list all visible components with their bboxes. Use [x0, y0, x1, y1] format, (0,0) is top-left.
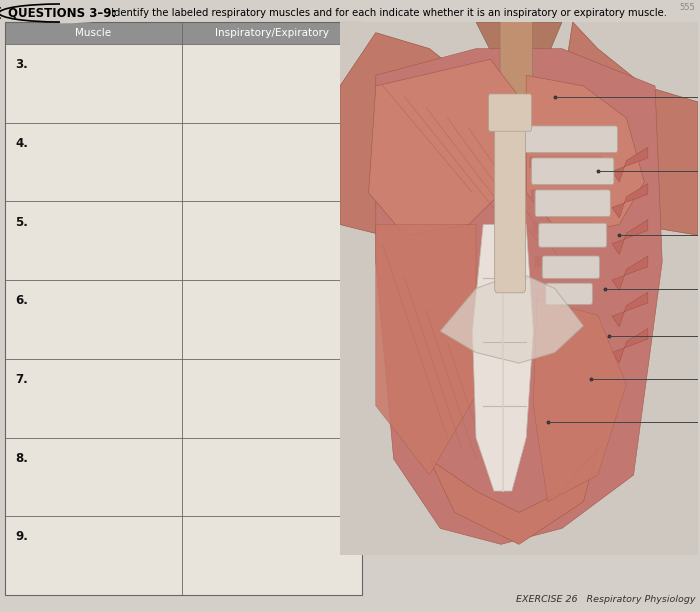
FancyBboxPatch shape: [546, 283, 592, 305]
Text: 9.: 9.: [15, 531, 28, 543]
Polygon shape: [612, 293, 648, 327]
Polygon shape: [376, 225, 476, 475]
FancyBboxPatch shape: [533, 222, 595, 234]
Text: 4.: 4.: [15, 137, 28, 150]
Polygon shape: [612, 184, 648, 218]
FancyBboxPatch shape: [536, 288, 588, 300]
Polygon shape: [612, 220, 648, 255]
Polygon shape: [376, 48, 662, 544]
Polygon shape: [612, 147, 648, 182]
Polygon shape: [340, 32, 476, 235]
Polygon shape: [526, 75, 644, 235]
FancyBboxPatch shape: [535, 190, 610, 217]
Text: EXERCISE 26   Respiratory Physiology: EXERCISE 26 Respiratory Physiology: [515, 595, 695, 604]
FancyBboxPatch shape: [531, 158, 614, 185]
Text: QUESTIONS 3–9:: QUESTIONS 3–9:: [8, 7, 116, 20]
FancyBboxPatch shape: [524, 126, 617, 152]
Text: Muscle: Muscle: [76, 28, 111, 38]
Bar: [5, 22, 362, 595]
FancyBboxPatch shape: [489, 94, 531, 131]
Polygon shape: [555, 22, 698, 235]
Text: 7.: 7.: [15, 373, 28, 386]
FancyBboxPatch shape: [534, 255, 592, 267]
Text: 5.: 5.: [15, 215, 28, 229]
Polygon shape: [533, 299, 626, 502]
Polygon shape: [476, 22, 562, 129]
FancyBboxPatch shape: [539, 223, 607, 247]
Text: 8.: 8.: [15, 452, 28, 465]
Polygon shape: [430, 449, 598, 544]
Text: Identify the labeled respiratory muscles and for each indicate whether it is an : Identify the labeled respiratory muscles…: [108, 8, 667, 18]
Polygon shape: [473, 225, 533, 491]
FancyBboxPatch shape: [529, 156, 602, 168]
Polygon shape: [369, 59, 519, 235]
Polygon shape: [612, 256, 648, 291]
FancyBboxPatch shape: [531, 189, 598, 201]
Bar: [5, 22, 362, 595]
Polygon shape: [440, 272, 583, 363]
Text: 3.: 3.: [15, 58, 28, 71]
FancyBboxPatch shape: [500, 18, 533, 144]
Text: Inspiratory/Expiratory: Inspiratory/Expiratory: [215, 28, 329, 38]
FancyBboxPatch shape: [542, 256, 599, 278]
Text: 6.: 6.: [15, 294, 28, 307]
FancyBboxPatch shape: [495, 124, 526, 293]
Bar: [5, 22, 362, 44]
Polygon shape: [612, 329, 648, 363]
Text: 555: 555: [679, 3, 695, 12]
